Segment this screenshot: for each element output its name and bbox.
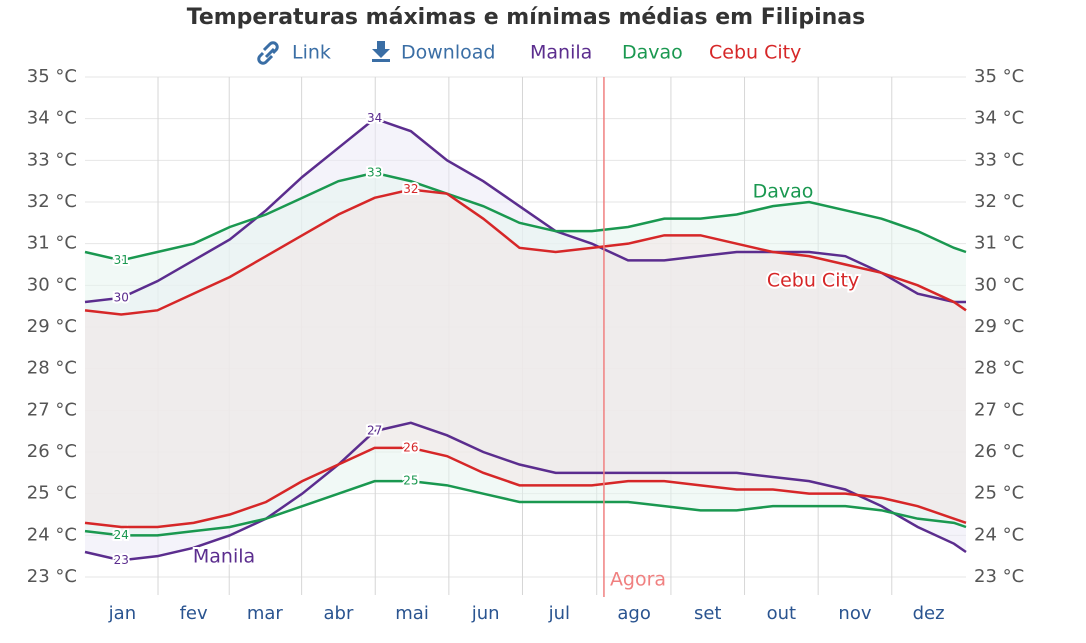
y-tick-label-right: 28 °C [974, 358, 1024, 379]
series-label: Davao [753, 181, 814, 203]
x-tick-label: mai [395, 603, 429, 624]
link-text[interactable]: Link [292, 42, 331, 64]
download-button[interactable]: Download [372, 41, 495, 64]
chart-title: Temperaturas máximas e mínimas médias em… [187, 5, 866, 30]
legend-entry: Cebu City [709, 42, 801, 64]
x-tick-label: nov [838, 603, 871, 624]
x-tick-label: out [767, 603, 796, 624]
min-line [84, 479, 967, 537]
x-tick-label: set [694, 603, 722, 624]
y-tick-label-right: 26 °C [974, 441, 1024, 462]
x-tick-label: abr [324, 603, 354, 624]
min-line [84, 446, 967, 529]
y-tick-label-right: 33 °C [974, 149, 1024, 170]
series-label: Cebu City [767, 270, 859, 292]
x-tick-label: jul [548, 603, 570, 624]
x-tick-label: jun [471, 603, 500, 624]
data-label: 27 [367, 424, 382, 438]
now-label: Agora [610, 569, 666, 591]
max-line [84, 188, 967, 316]
x-tick-label: dez [913, 603, 945, 624]
y-tick-label-right: 30 °C [974, 274, 1024, 295]
y-tick-label: 27 °C [27, 399, 77, 420]
y-tick-label: 28 °C [27, 358, 77, 379]
range-area [85, 189, 966, 527]
series-label: Manila [193, 546, 255, 568]
min-line [84, 421, 967, 562]
download-icon [372, 41, 390, 62]
y-tick-label-right: 27 °C [974, 399, 1024, 420]
y-tick-label: 26 °C [27, 441, 77, 462]
data-label: 30 [114, 290, 129, 304]
y-tick-label: 31 °C [27, 233, 77, 254]
data-label: 24 [114, 528, 129, 542]
download-text[interactable]: Download [401, 42, 495, 64]
data-label: 25 [403, 474, 418, 488]
data-label: 32 [403, 182, 418, 196]
y-tick-label: 24 °C [27, 524, 77, 545]
y-tick-label: 23 °C [27, 566, 77, 587]
link-button[interactable]: Link [257, 41, 331, 65]
data-label: 31 [114, 253, 129, 267]
data-label: 26 [403, 440, 418, 454]
legend-entry: Manila [530, 42, 592, 64]
y-tick-label: 25 °C [27, 483, 77, 504]
y-tick-label: 33 °C [27, 149, 77, 170]
x-tick-label: jan [108, 603, 136, 624]
legend-entry: Davao [622, 42, 683, 64]
y-tick-label-right: 32 °C [974, 191, 1024, 212]
link-icon [257, 41, 279, 65]
y-tick-label-right: 25 °C [974, 483, 1024, 504]
y-tick-label-right: 34 °C [974, 108, 1024, 129]
data-label: 33 [367, 165, 382, 179]
y-tick-label: 30 °C [27, 274, 77, 295]
y-tick-label-right: 35 °C [974, 66, 1024, 87]
max-line [84, 117, 966, 304]
y-tick-label: 32 °C [27, 191, 77, 212]
y-tick-label-right: 24 °C [974, 524, 1024, 545]
y-tick-label-right: 31 °C [974, 233, 1024, 254]
data-label: 34 [367, 111, 382, 125]
y-tick-label: 35 °C [27, 66, 77, 87]
x-tick-label: fev [180, 603, 208, 624]
data-label: 23 [114, 553, 129, 567]
y-tick-label: 34 °C [27, 108, 77, 129]
max-line [84, 171, 967, 262]
y-tick-label-right: 29 °C [974, 316, 1024, 337]
y-tick-label-right: 23 °C [974, 566, 1024, 587]
y-tick-label: 29 °C [27, 316, 77, 337]
x-tick-label: ago [617, 603, 650, 624]
x-tick-label: mar [247, 603, 284, 624]
